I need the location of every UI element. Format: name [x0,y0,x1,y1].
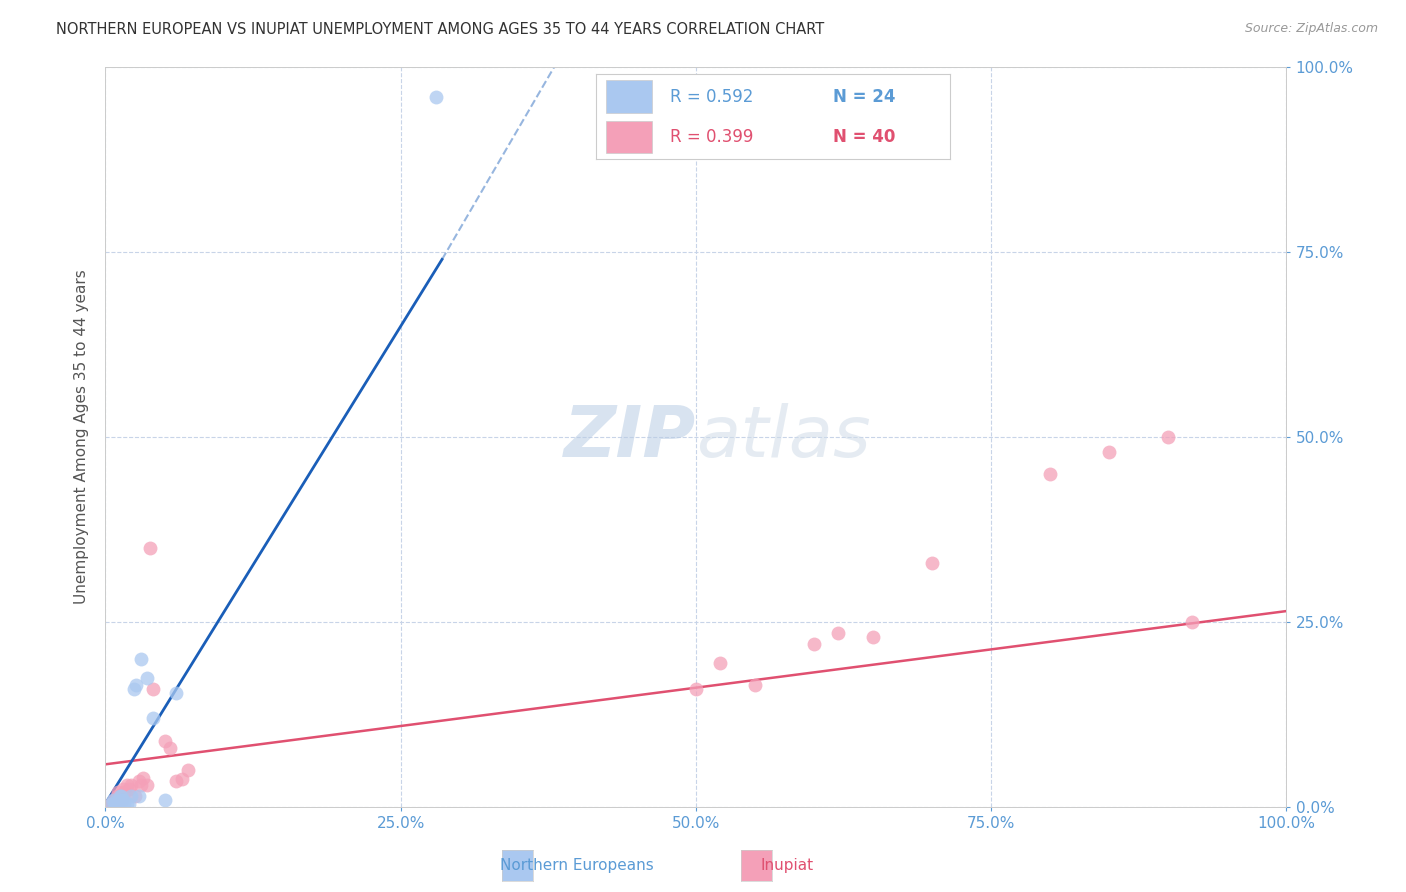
Point [110,789,132,804]
Point [103,793,125,807]
Point [107,794,129,808]
Point [118,781,141,796]
Point [921,556,943,570]
Point [709,656,731,670]
Point [101,797,124,811]
Point [115,797,138,811]
Point [115,778,138,792]
Point [98,800,121,814]
Point [1157,430,1180,444]
Point [132,771,155,785]
Point [101,793,124,807]
Point [1098,445,1121,459]
Point [111,793,134,807]
Point [112,797,135,811]
Point [112,781,135,796]
Point [128,774,150,789]
Point [862,630,884,644]
Point [120,778,142,792]
Point [135,671,157,685]
Point [100,797,122,811]
Point [125,678,148,692]
Point [165,685,187,699]
Point [177,764,200,778]
Point [172,772,194,786]
Point [425,89,447,103]
Point [142,711,165,725]
Point [105,797,128,811]
Point [159,741,181,756]
Point [142,681,165,696]
Point [120,789,142,804]
Point [803,637,825,651]
Point [112,785,135,799]
Point [124,789,146,804]
Point [105,793,128,807]
Point [110,789,132,804]
Point [165,774,187,789]
Point [100,797,122,811]
Point [827,626,849,640]
Text: NORTHERN EUROPEAN VS INUPIAT UNEMPLOYMENT AMONG AGES 35 TO 44 YEARS CORRELATION : NORTHERN EUROPEAN VS INUPIAT UNEMPLOYMEN… [56,22,824,37]
Point [122,681,145,696]
Text: ZIP: ZIP [564,402,696,472]
Point [744,678,766,692]
Point [135,778,157,792]
Point [112,793,135,807]
Point [1039,467,1062,482]
Text: atlas: atlas [696,402,870,472]
Point [685,681,707,696]
Point [108,789,131,804]
Point [104,800,127,814]
Point [128,789,150,804]
Point [139,541,162,555]
Point [104,797,127,811]
Point [108,789,131,804]
Point [1181,615,1204,630]
Point [105,794,128,808]
Point [129,778,152,792]
Point [153,793,176,807]
Point [111,793,134,807]
Point [98,798,121,813]
Text: Northern Europeans: Northern Europeans [499,858,654,872]
Text: Inupiat: Inupiat [761,858,814,872]
Point [153,733,176,747]
Y-axis label: Unemployment Among Ages 35 to 44 years: Unemployment Among Ages 35 to 44 years [75,269,90,605]
Point [103,797,125,811]
Point [107,785,129,799]
Point [105,789,128,804]
Text: Source: ZipAtlas.com: Source: ZipAtlas.com [1244,22,1378,36]
Point [129,652,152,666]
Point [118,797,141,811]
